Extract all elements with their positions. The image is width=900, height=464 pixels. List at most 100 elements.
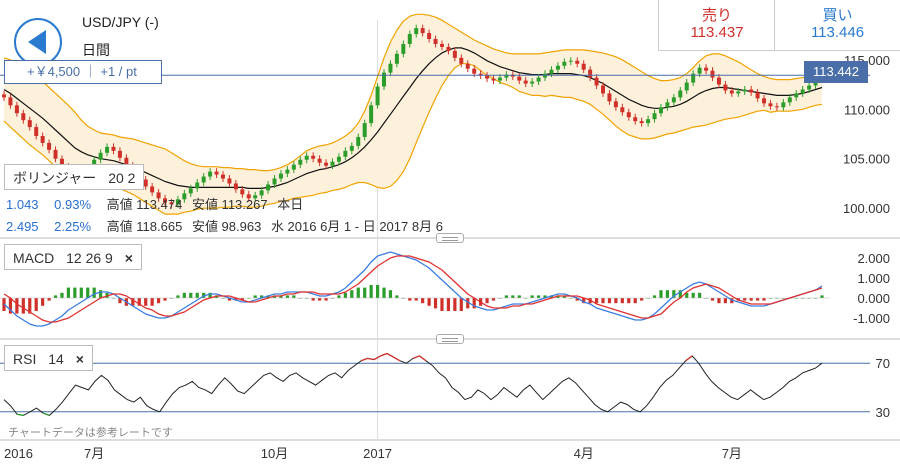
macd-histogram-bar: [562, 295, 566, 298]
candle-body: [427, 33, 432, 40]
range-change-pct: 2.25%: [54, 219, 92, 234]
macd-histogram-bar: [272, 295, 277, 298]
macd-histogram-bar: [92, 287, 96, 298]
macd-histogram-bar: [472, 298, 476, 309]
rsi-extreme-segment: [360, 357, 368, 362]
rsi-axis-tick: 70: [876, 356, 890, 371]
candle-body: [665, 102, 670, 108]
macd-histogram-bar: [685, 292, 689, 298]
macd-histogram-bar: [240, 298, 244, 301]
macd-histogram-bar: [820, 295, 824, 298]
disclaimer-text: チャートデータは参考レートです: [8, 427, 173, 439]
macd-histogram-bar: [601, 298, 605, 304]
macd-histogram-bar: [511, 295, 515, 298]
macd-histogram-bar: [408, 298, 412, 301]
macd-label: MACD: [13, 250, 55, 266]
macd-histogram-bar: [627, 298, 631, 304]
buy-quote-button[interactable]: 買い 113.446: [774, 0, 900, 51]
macd-histogram-bar: [15, 298, 19, 314]
bollinger-indicator-chip[interactable]: ボリンジャー 20 2: [4, 164, 145, 190]
macd-histogram-bar: [214, 295, 219, 298]
candle-body: [652, 113, 657, 120]
macd-axis-tick: -1.000: [853, 311, 890, 326]
price-axis-tick: 105.000: [843, 152, 890, 167]
back-button[interactable]: [14, 18, 62, 66]
candle-body: [607, 93, 612, 102]
range-dates: 水 2016 6月 1 - 日 2017 8月 6: [270, 219, 443, 234]
change-pct: 0.93%: [54, 197, 92, 212]
macd-histogram-bar: [459, 298, 463, 311]
panel-resize-handle-2[interactable]: [436, 334, 464, 344]
macd-histogram-bar: [21, 298, 25, 314]
candle-body: [446, 46, 451, 51]
sell-value: 113.437: [690, 24, 744, 41]
panel-resize-handle-1[interactable]: [436, 233, 464, 243]
rsi-indicator-chip[interactable]: RSI 14 ×: [4, 345, 93, 371]
macd-histogram-bar: [363, 287, 367, 298]
macd-histogram-bar: [73, 287, 77, 298]
rsi-extreme-segment: [42, 412, 50, 417]
candle-body: [291, 164, 296, 170]
macd-histogram-bar: [324, 298, 328, 301]
candle-body: [414, 28, 419, 35]
x-axis-tick: 10月: [261, 446, 288, 461]
macd-histogram-bar: [163, 298, 167, 301]
macd-histogram-bar: [144, 298, 148, 306]
macd-histogram-bar: [189, 292, 193, 298]
candle-body: [208, 171, 213, 177]
candle-body: [150, 186, 155, 193]
candle-body: [768, 103, 773, 107]
candle-body: [401, 43, 406, 54]
sell-label: 売り: [701, 7, 732, 24]
macd-histogram-bar: [582, 298, 586, 304]
range-high: 高値 118.665: [106, 219, 183, 234]
day-high: 高値 113.474: [106, 197, 183, 212]
candle-body: [716, 77, 721, 85]
macd-histogram-bar: [375, 285, 380, 298]
candle-body: [169, 202, 174, 205]
interval-label[interactable]: 日間: [82, 42, 110, 58]
candle-body: [536, 77, 541, 82]
candle-body: [697, 67, 702, 74]
candle-body: [639, 121, 644, 124]
candle-body: [420, 28, 425, 34]
candle-body: [710, 70, 715, 78]
candle-body: [233, 183, 238, 190]
candle-body: [47, 142, 52, 150]
candle-body: [362, 123, 367, 137]
candle-body: [459, 57, 464, 64]
candle-body: [266, 184, 271, 191]
signal-line: [3, 255, 823, 323]
macd-histogram-bar: [678, 290, 682, 298]
rsi-extreme-segment: [380, 352, 388, 357]
macd-histogram-bar: [440, 298, 444, 311]
candle-body: [620, 107, 625, 113]
x-axis-tick: 2016: [4, 446, 33, 461]
buy-label: 買い: [822, 7, 853, 24]
macd-close-icon[interactable]: ×: [124, 250, 133, 266]
candle-body: [613, 101, 618, 108]
macd-histogram-bar: [549, 295, 554, 298]
candle-body: [523, 80, 528, 84]
macd-histogram-bar: [350, 290, 354, 298]
rsi-close-icon[interactable]: ×: [75, 351, 84, 367]
candle-body: [343, 150, 348, 157]
candle-body: [594, 77, 599, 86]
candle-body: [253, 195, 258, 199]
macd-histogram-bar: [176, 295, 180, 298]
macd-histogram-bar: [60, 292, 64, 298]
macd-histogram-bar: [253, 295, 257, 298]
macd-histogram-bar: [659, 290, 663, 298]
back-arrow-icon: [28, 30, 46, 54]
macd-histogram-bar: [575, 298, 579, 301]
macd-histogram-bar: [292, 295, 296, 298]
macd-indicator-chip[interactable]: MACD 12 26 9 ×: [4, 244, 142, 270]
candle-body: [517, 76, 522, 81]
candle-body: [762, 98, 767, 104]
candle-body: [220, 174, 225, 179]
sell-quote-button[interactable]: 売り 113.437: [658, 0, 776, 51]
candle-body: [117, 150, 122, 158]
candle-body: [729, 90, 734, 94]
x-axis-tick: 2017: [363, 446, 392, 461]
candle-body: [34, 127, 39, 136]
